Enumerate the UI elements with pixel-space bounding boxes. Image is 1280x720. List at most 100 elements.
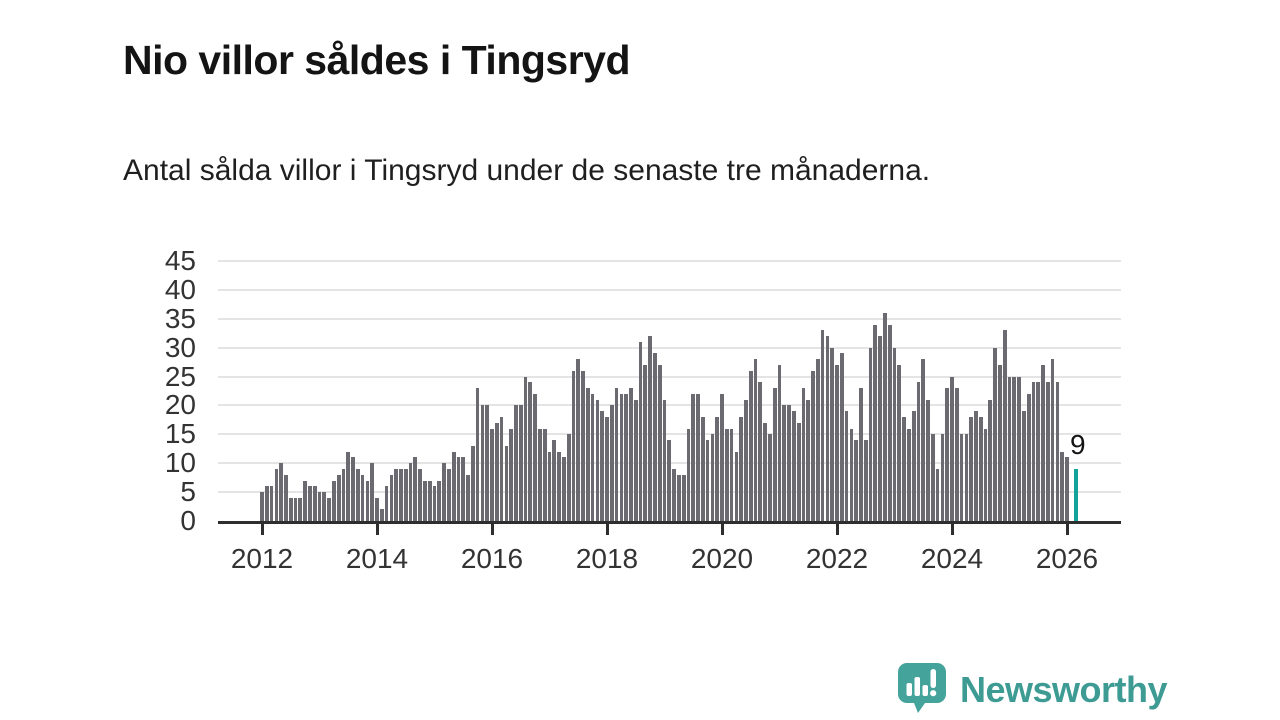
bar [691,393,696,521]
bar [792,411,796,521]
bar [729,428,734,521]
bar [859,388,863,521]
bar [595,399,600,521]
bar [619,393,624,521]
bar [744,399,748,521]
latest-value-label: 9 [1069,429,1086,460]
bar [1060,451,1065,521]
bar [653,353,657,521]
bar [844,411,849,521]
bar [494,422,499,521]
bar [700,417,705,521]
bar [902,417,906,521]
gridline [218,260,1121,262]
bar [504,445,509,521]
brand-wordmark: Newsworthy [960,668,1168,710]
bar [571,370,576,521]
bar [950,376,954,521]
gridline [218,404,1121,407]
bar [772,388,777,521]
bar [408,463,413,521]
bar [298,497,303,521]
x-axis-tick-label: 2012 [230,543,294,574]
x-axis-tick [720,524,724,535]
bar [1050,359,1055,521]
bar [1036,382,1041,521]
bar [873,324,878,521]
bar [787,405,791,521]
bar [312,486,317,521]
bar [389,474,394,521]
bar [288,497,293,521]
bar [403,469,408,521]
bar [734,451,739,521]
bar [782,405,787,521]
gridline [218,433,1121,436]
bar [308,486,312,521]
bar [815,359,820,521]
bar [427,480,432,521]
bar [839,353,844,521]
bar [1002,330,1007,521]
bar [998,365,1002,521]
bar [600,411,605,521]
bar [835,365,839,521]
bar [394,469,398,521]
bar [585,388,590,521]
bar [777,365,782,521]
bar [724,428,729,521]
bar [303,480,307,521]
bar [557,451,561,521]
bar [763,422,767,521]
bar [423,480,427,521]
bar [370,463,375,521]
bar [264,486,269,521]
bar [930,434,935,521]
x-axis-tick-label: 2022 [805,543,869,574]
bar [959,434,964,521]
bar [806,399,811,521]
bar [825,336,830,521]
bar [590,393,595,521]
bar [1022,411,1026,521]
bar [355,469,360,521]
x-axis-tick [835,524,839,535]
x-axis-line [218,521,1121,524]
y-axis-tick-label: 35 [164,302,196,334]
bar [552,440,557,521]
x-axis-tick [950,524,954,535]
y-axis-tick-label: 25 [164,360,196,392]
bar [456,457,461,521]
bar [983,428,988,521]
bar [811,370,815,521]
bar [753,359,758,521]
bar [490,428,494,521]
bar [293,497,298,521]
bar [945,388,950,521]
bar [710,434,715,521]
bar [854,440,858,521]
bar [868,347,873,521]
y-axis-tick-label: 15 [164,418,196,450]
bar [475,388,480,521]
bar [341,469,346,521]
bar [657,365,662,521]
bar [351,457,355,521]
bar [768,434,772,521]
bar [672,469,676,521]
bar [1041,365,1045,521]
y-axis-tick-label: 40 [164,273,196,305]
bar [820,330,825,521]
bar [993,347,997,521]
bar [978,417,983,521]
bar [322,492,327,521]
bar [1045,382,1050,521]
bar [863,440,868,521]
bar [1012,376,1017,521]
bar [576,359,581,521]
bar [466,474,470,521]
gridline [218,317,1121,320]
bar [614,388,619,521]
bar [375,497,379,521]
bar [926,399,930,521]
